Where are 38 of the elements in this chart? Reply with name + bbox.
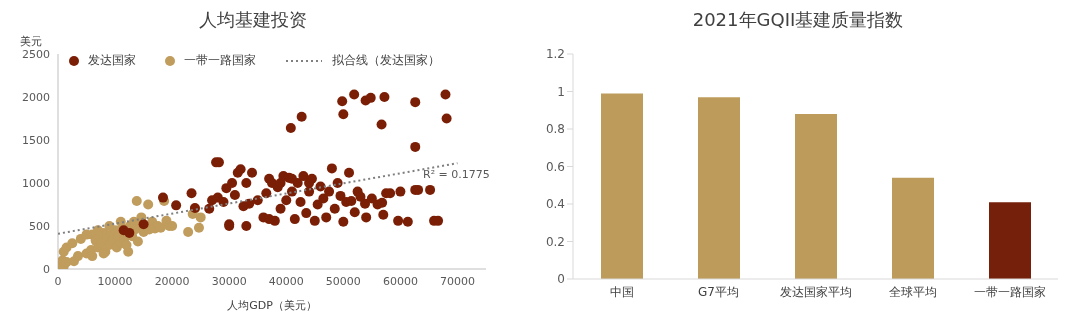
legend-label: 发达国家 — [87, 52, 136, 69]
y-tick-label: 1.2 — [545, 47, 565, 62]
bar — [989, 202, 1031, 279]
x-tick-label: 40000 — [268, 274, 304, 288]
y-tick-label: 0 — [43, 262, 50, 276]
chart-title: 人均基建投资 — [198, 8, 308, 32]
x-tick-label: 20000 — [154, 274, 190, 288]
x-tick-label: 70000 — [439, 274, 475, 288]
y-tick-label: 2500 — [22, 47, 50, 61]
x-axis-title: 人均GDP（美元） — [227, 298, 317, 312]
x-tick-label: 中国 — [609, 284, 634, 299]
x-tick-label: 全球平均 — [888, 284, 937, 299]
y-tick-label: 500 — [29, 219, 50, 233]
chart-title: 2021年GQII基建质量指数 — [691, 8, 905, 32]
y-tick-label: 1 — [557, 84, 565, 99]
y-tick-label: 0.6 — [545, 159, 565, 174]
bar — [698, 97, 740, 279]
y-tick-label: 2000 — [22, 90, 50, 104]
x-tick-label: G7平均 — [698, 284, 739, 299]
x-tick-label: 30000 — [211, 274, 247, 288]
x-tick-label: 一带一路国家 — [973, 284, 1046, 299]
x-tick-label: 发达国家平均 — [779, 284, 852, 299]
x-tick-label: 60000 — [382, 274, 418, 288]
y-tick-label: 0.2 — [545, 234, 565, 249]
x-tick-label: 10000 — [97, 274, 133, 288]
y-tick-label: 0.8 — [545, 122, 565, 137]
x-tick-label: 50000 — [325, 274, 361, 288]
annotation: R² = 0.1775 — [423, 168, 490, 181]
bar — [892, 177, 934, 279]
x-tick-label: 0 — [54, 274, 62, 288]
legend-label: 拟合线（发达国家） — [331, 52, 440, 69]
y-tick-label: 0.4 — [545, 197, 565, 212]
bar — [795, 114, 837, 279]
y-axis-title: 美元 — [20, 34, 42, 49]
bar — [601, 93, 643, 279]
legend-label: 一带一路国家 — [183, 52, 256, 69]
y-tick-label: 1500 — [22, 133, 50, 147]
y-tick-label: 1000 — [22, 176, 50, 190]
